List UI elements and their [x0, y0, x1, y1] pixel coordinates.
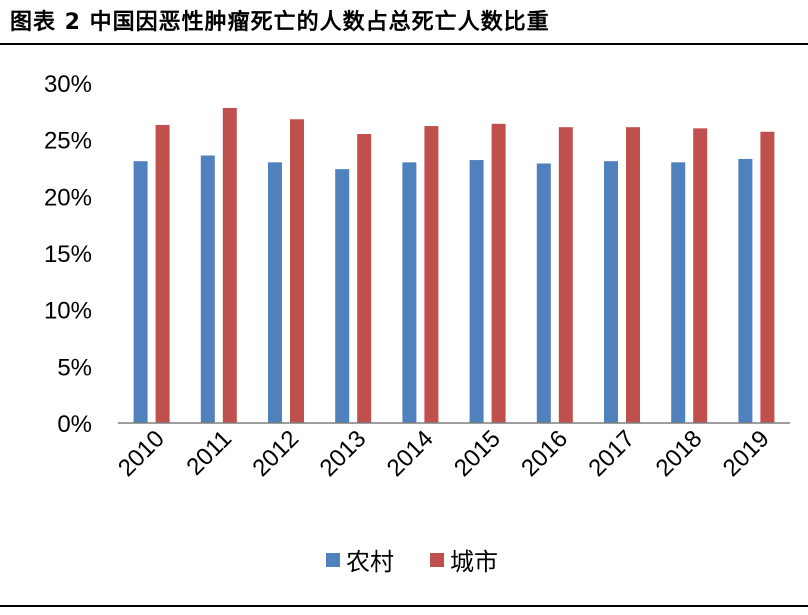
y-tick-label: 10% [44, 298, 92, 325]
y-tick-label: 25% [44, 128, 92, 155]
bar-农村-2016 [536, 163, 551, 423]
bar-农村-2013 [335, 169, 350, 423]
bottom-rule [0, 605, 808, 607]
x-tick-label: 2017 [583, 425, 640, 482]
x-tick-label: 2012 [247, 425, 304, 482]
bar-农村-2015 [469, 160, 484, 424]
legend-swatch [326, 553, 340, 567]
legend: 农村 城市 [326, 548, 498, 576]
y-tick-label: 15% [44, 241, 92, 268]
x-tick-label: 2015 [449, 425, 506, 482]
bar-农村-2010 [133, 161, 148, 423]
bar-农村-2018 [671, 162, 686, 424]
bar-城市-2016 [558, 127, 573, 423]
x-tick-label: 2010 [113, 425, 170, 482]
figure-title: 图表 2 中国因恶性肿瘤死亡的人数占总死亡人数比重 [10, 10, 550, 35]
bar-城市-2018 [693, 128, 708, 424]
x-tick-label: 2014 [382, 425, 439, 482]
bar-城市-2012 [290, 119, 304, 424]
bar-城市-2017 [626, 127, 640, 423]
bar-城市-2013 [357, 134, 372, 423]
y-tick-label: 0% [57, 411, 92, 438]
bars [133, 107, 775, 424]
x-tick-label: 2016 [516, 425, 573, 482]
bar-城市-2019 [760, 131, 775, 423]
bar-城市-2015 [491, 123, 506, 424]
top-rule [0, 43, 808, 45]
x-tick-label: 2011 [181, 425, 237, 481]
bar-农村-2017 [604, 161, 618, 423]
y-axis: 0% 5% 10% 15% 20% 25% 30% [44, 71, 92, 438]
bar-农村-2014 [402, 162, 417, 424]
bar-农村-2019 [738, 158, 753, 423]
y-tick-label: 5% [57, 354, 92, 381]
legend-label: 农村 [346, 548, 394, 576]
legend-swatch [430, 553, 444, 567]
bar-城市-2011 [222, 107, 237, 423]
y-tick-label: 30% [44, 71, 92, 98]
bar-农村-2012 [268, 162, 282, 424]
x-tick-label: 2019 [718, 425, 775, 482]
x-tick-label: 2013 [315, 425, 372, 482]
legend-label: 城市 [450, 548, 498, 576]
bar-城市-2014 [424, 126, 439, 424]
bar-农村-2011 [200, 155, 215, 424]
bar-城市-2010 [155, 124, 170, 423]
x-axis: 2010 2011 2012 2013 2014 2015 2016 2017 2018 2019 [113, 422, 790, 482]
x-tick-label: 2018 [651, 425, 708, 482]
y-tick-label: 20% [44, 184, 92, 211]
